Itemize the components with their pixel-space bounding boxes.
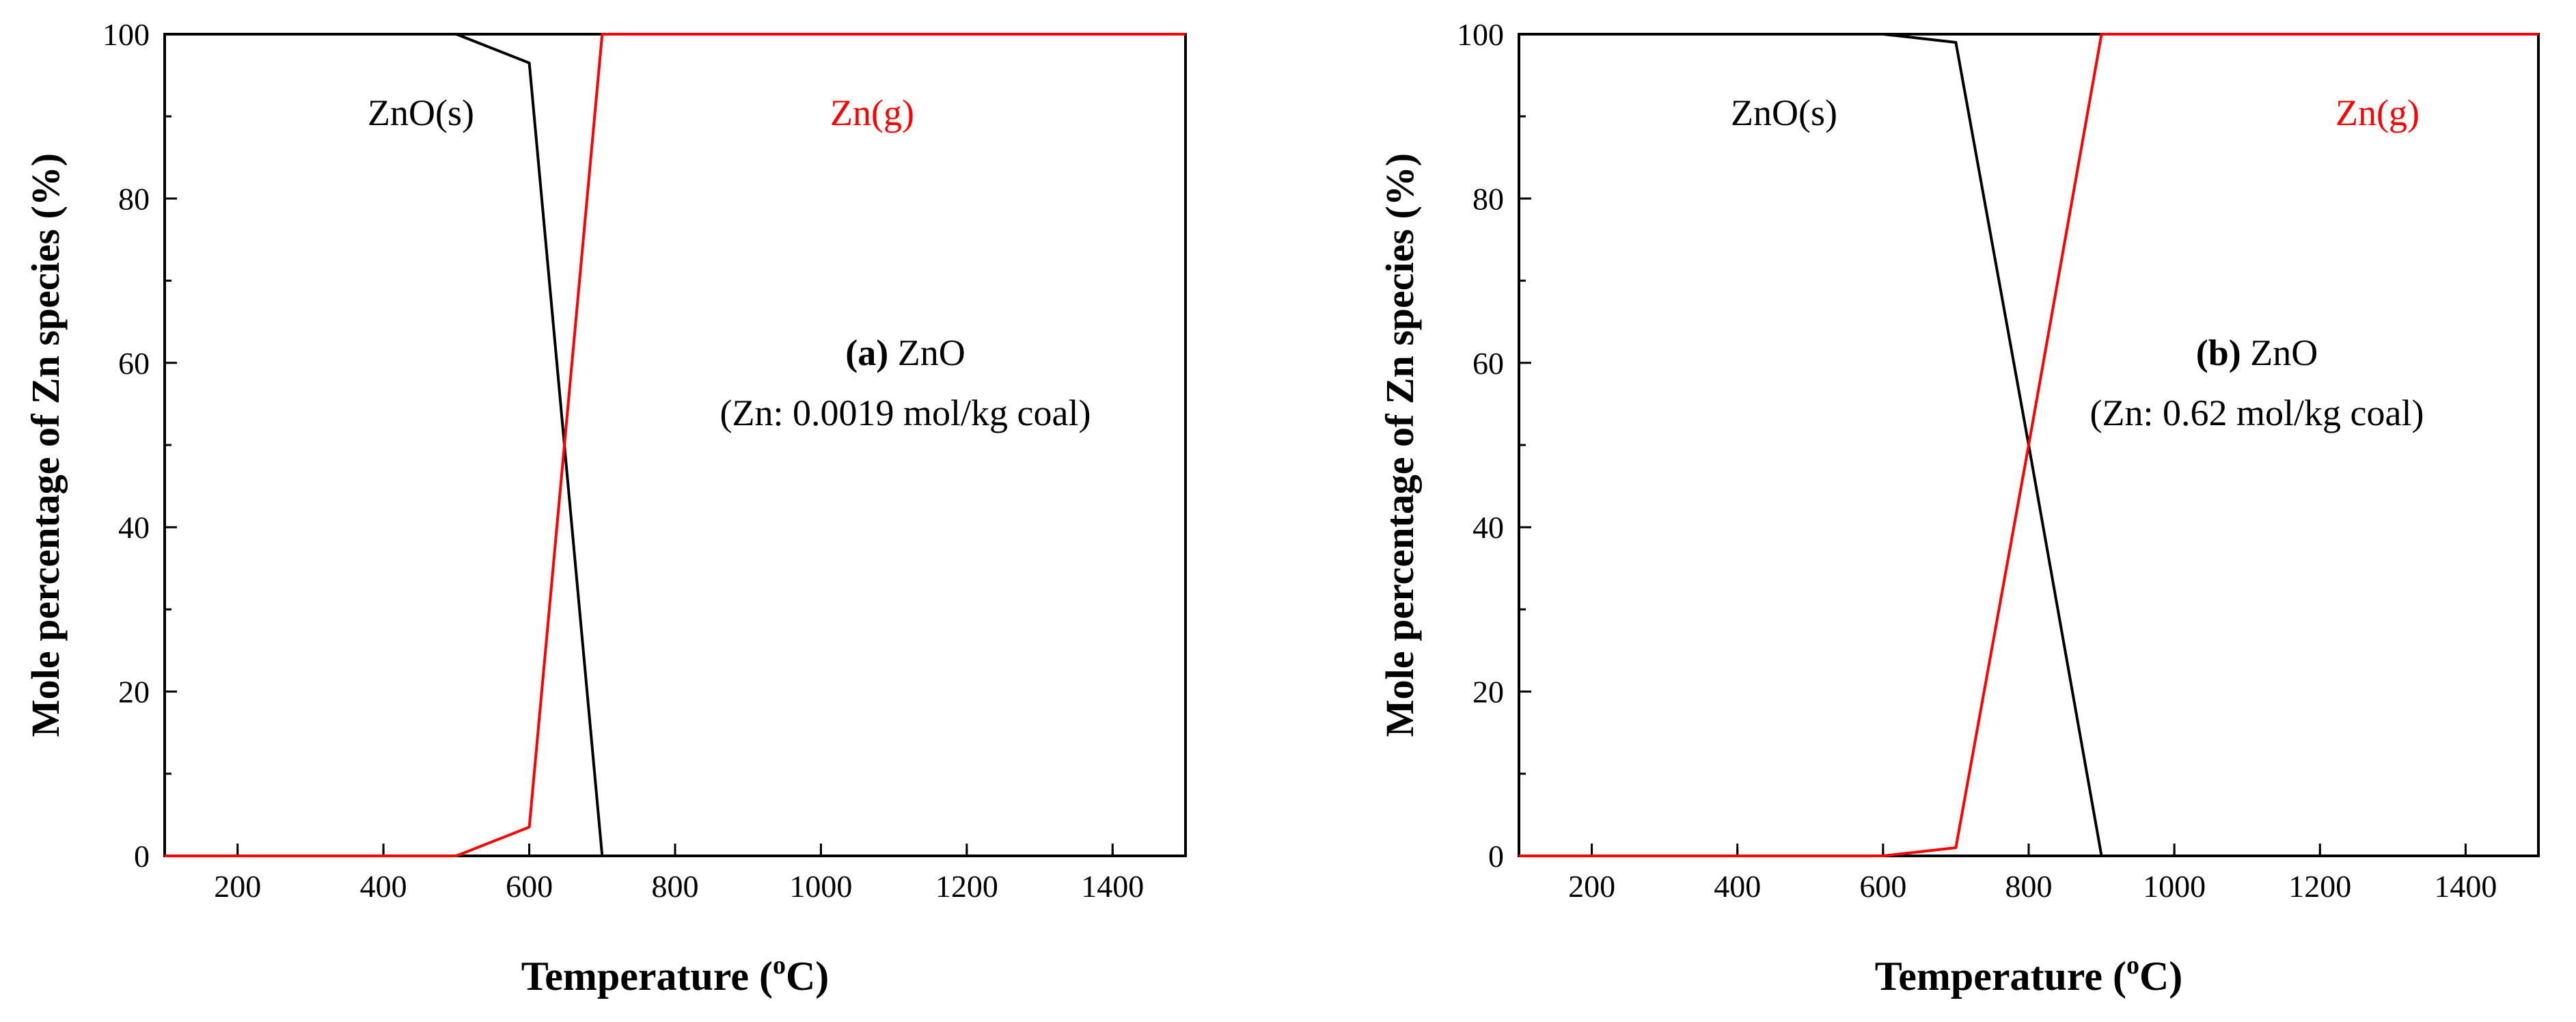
x-tick-label: 600 xyxy=(506,869,553,904)
x-axis-label-unit: C) xyxy=(2139,954,2182,999)
panel-label: (a) xyxy=(845,332,888,373)
x-axis-label-superscript: o xyxy=(773,951,786,980)
panel-annotation: (a) ZnO xyxy=(845,332,965,373)
x-tick-label: 600 xyxy=(1859,869,1906,904)
x-tick-label: 200 xyxy=(214,869,261,904)
x-tick-label: 800 xyxy=(652,869,699,904)
x-tick-label: 200 xyxy=(1568,869,1615,904)
annotation-concentration: (Zn: 0.62 mol/kg coal) xyxy=(2090,392,2424,433)
y-tick-label: 20 xyxy=(118,675,150,710)
x-axis-label: Temperature (oC) xyxy=(521,951,830,999)
x-tick-label: 1200 xyxy=(935,869,998,904)
series-line-zn-g xyxy=(1519,33,2538,857)
y-tick-label: 20 xyxy=(1472,675,1504,710)
y-tick-label: 60 xyxy=(1472,346,1504,381)
y-tick-label: 100 xyxy=(102,17,150,52)
series-label-zn-g: Zn(g) xyxy=(830,92,914,133)
panel-label: (b) xyxy=(2196,332,2241,373)
y-tick-label: 100 xyxy=(1457,17,1504,52)
y-axis-label: Mole percentage of Zn species (%) xyxy=(1378,153,1422,737)
y-tick-label: 0 xyxy=(134,839,150,874)
plot-frame xyxy=(163,33,1187,857)
y-tick-label: 80 xyxy=(118,181,150,216)
x-tick-label: 1200 xyxy=(2288,869,2351,904)
x-axis-label-unit: C) xyxy=(786,954,829,999)
x-tick-label: 400 xyxy=(1714,869,1761,904)
x-axis-label: Temperature (oC) xyxy=(1875,951,2183,999)
series-line-zno-s xyxy=(165,33,1186,857)
annotation-species: ZnO xyxy=(2250,332,2318,373)
series-line-zn-g xyxy=(165,33,1186,857)
x-tick-label: 1000 xyxy=(2143,869,2206,904)
series-label-zn-g: Zn(g) xyxy=(2335,92,2420,133)
series-label-zno-s: ZnO(s) xyxy=(1731,92,1837,133)
y-tick-label: 40 xyxy=(118,510,150,545)
series-label-zno-s: ZnO(s) xyxy=(368,92,474,133)
x-axis-label-text: Temperature ( xyxy=(521,954,773,999)
y-tick-label: 60 xyxy=(118,346,150,381)
y-axis-label: Mole percentage of Zn species (%) xyxy=(23,153,68,737)
y-tick-label: 0 xyxy=(1488,839,1504,874)
chart-panel-b: 200 400 600 800 1000 1200 1400020406080100ZnO(… xyxy=(1378,17,2540,999)
x-tick-label: 800 xyxy=(2005,869,2053,904)
x-axis-label-text: Temperature ( xyxy=(1875,954,2126,999)
panel-annotation: (b) ZnO xyxy=(2196,332,2318,373)
series-line-zno-s xyxy=(1519,33,2538,857)
x-tick-label: 400 xyxy=(360,869,407,904)
chart-panel-a: 200 400 600 800 1000 1200 1400020406080100ZnO(… xyxy=(23,17,1187,999)
annotation-species: ZnO xyxy=(898,332,965,373)
y-tick-label: 40 xyxy=(1472,510,1504,545)
y-tick-label: 80 xyxy=(1472,181,1504,216)
annotation-concentration: (Zn: 0.0019 mol/kg coal) xyxy=(720,392,1091,433)
x-tick-label: 1400 xyxy=(1081,869,1144,904)
x-axis-label-superscript: o xyxy=(2126,951,2139,980)
x-tick-label: 1400 xyxy=(2434,869,2497,904)
x-tick-label: 1000 xyxy=(789,869,852,904)
